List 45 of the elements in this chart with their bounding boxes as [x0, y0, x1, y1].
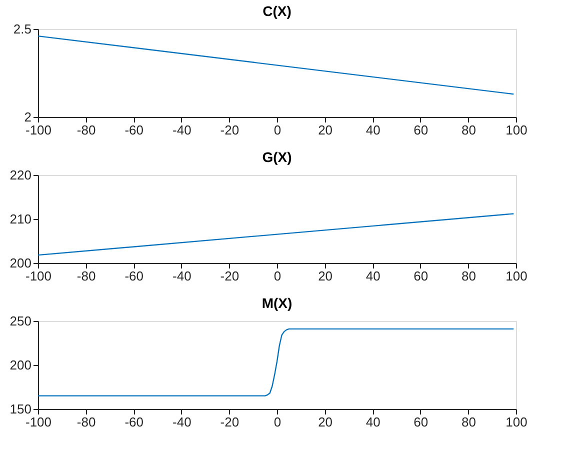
- x-tick-label: 20: [318, 268, 333, 284]
- y-tick-label: 200: [10, 256, 32, 270]
- x-tick-label: 0: [274, 268, 282, 284]
- x-tick-label: -60: [124, 268, 144, 284]
- x-tick-label: -80: [76, 122, 96, 138]
- x-tick-label: 40: [366, 414, 380, 430]
- x-tick-label: 80: [461, 122, 476, 138]
- x-tick-label: 0: [274, 122, 282, 138]
- x-tick-label: 20: [318, 122, 333, 138]
- x-tick-label: -100: [25, 122, 52, 138]
- chart-title: G(X): [262, 149, 292, 165]
- y-tick-label: 150: [10, 402, 32, 416]
- x-tick-label: -40: [172, 268, 192, 284]
- y-tick-label: 250: [10, 314, 32, 328]
- y-tick-label: 220: [10, 168, 32, 182]
- x-tick-label: 60: [414, 268, 428, 284]
- x-tick-label: 80: [461, 414, 476, 430]
- x-tick-label: -60: [124, 122, 144, 138]
- x-tick-label: 100: [506, 268, 528, 284]
- x-tick-label: 60: [414, 122, 428, 138]
- x-tick-label: 100: [506, 414, 528, 430]
- chart-title: C(X): [262, 3, 292, 19]
- x-tick-label: -80: [76, 414, 96, 430]
- x-tick-label: 60: [414, 414, 428, 430]
- x-tick-label: -40: [172, 122, 192, 138]
- x-tick-label: -20: [220, 122, 240, 138]
- x-tick-label: 40: [366, 268, 380, 284]
- x-tick-label: -20: [220, 414, 240, 430]
- x-tick-label: -60: [124, 414, 144, 430]
- y-tick-label: 210: [10, 212, 32, 226]
- line-series: [38, 328, 514, 396]
- x-tick-label: -100: [25, 414, 52, 430]
- x-tick-label: 80: [461, 268, 476, 284]
- x-tick-label: 100: [506, 122, 528, 138]
- x-tick-label: 40: [366, 122, 380, 138]
- x-tick-label: -80: [76, 268, 96, 284]
- x-tick-label: -100: [25, 268, 52, 284]
- y-tick-label: 200: [10, 358, 32, 372]
- y-tick-label: 2: [24, 110, 32, 124]
- x-tick-label: 0: [274, 414, 282, 430]
- x-tick-label: -20: [220, 268, 240, 284]
- x-tick-label: -40: [172, 414, 192, 430]
- chart-title: M(X): [262, 295, 292, 311]
- y-tick-label: 2.5: [13, 22, 32, 36]
- x-tick-label: 20: [318, 414, 333, 430]
